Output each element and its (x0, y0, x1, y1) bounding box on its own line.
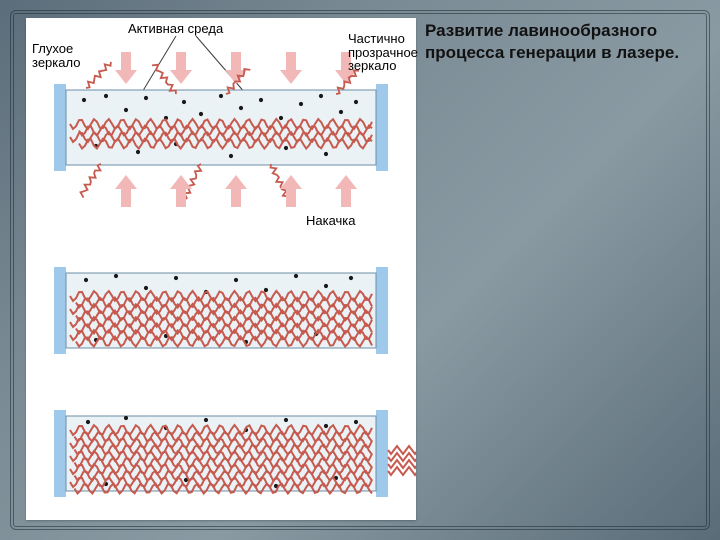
label-opaque-mirror: Глухое зеркало (32, 42, 80, 69)
label-partial-mirror: Частично прозрачное зеркало (348, 32, 418, 73)
caption-text: Развитие лавинообразного процесса генера… (425, 20, 692, 64)
slide: Развитие лавинообразного процесса генера… (0, 0, 720, 540)
label-active-medium: Активная среда (128, 22, 223, 36)
label-pump: Накачка (306, 214, 356, 228)
diagram-svg (26, 18, 416, 520)
laser-diagram: Активная среда Глухое зеркало Частично п… (26, 18, 416, 520)
